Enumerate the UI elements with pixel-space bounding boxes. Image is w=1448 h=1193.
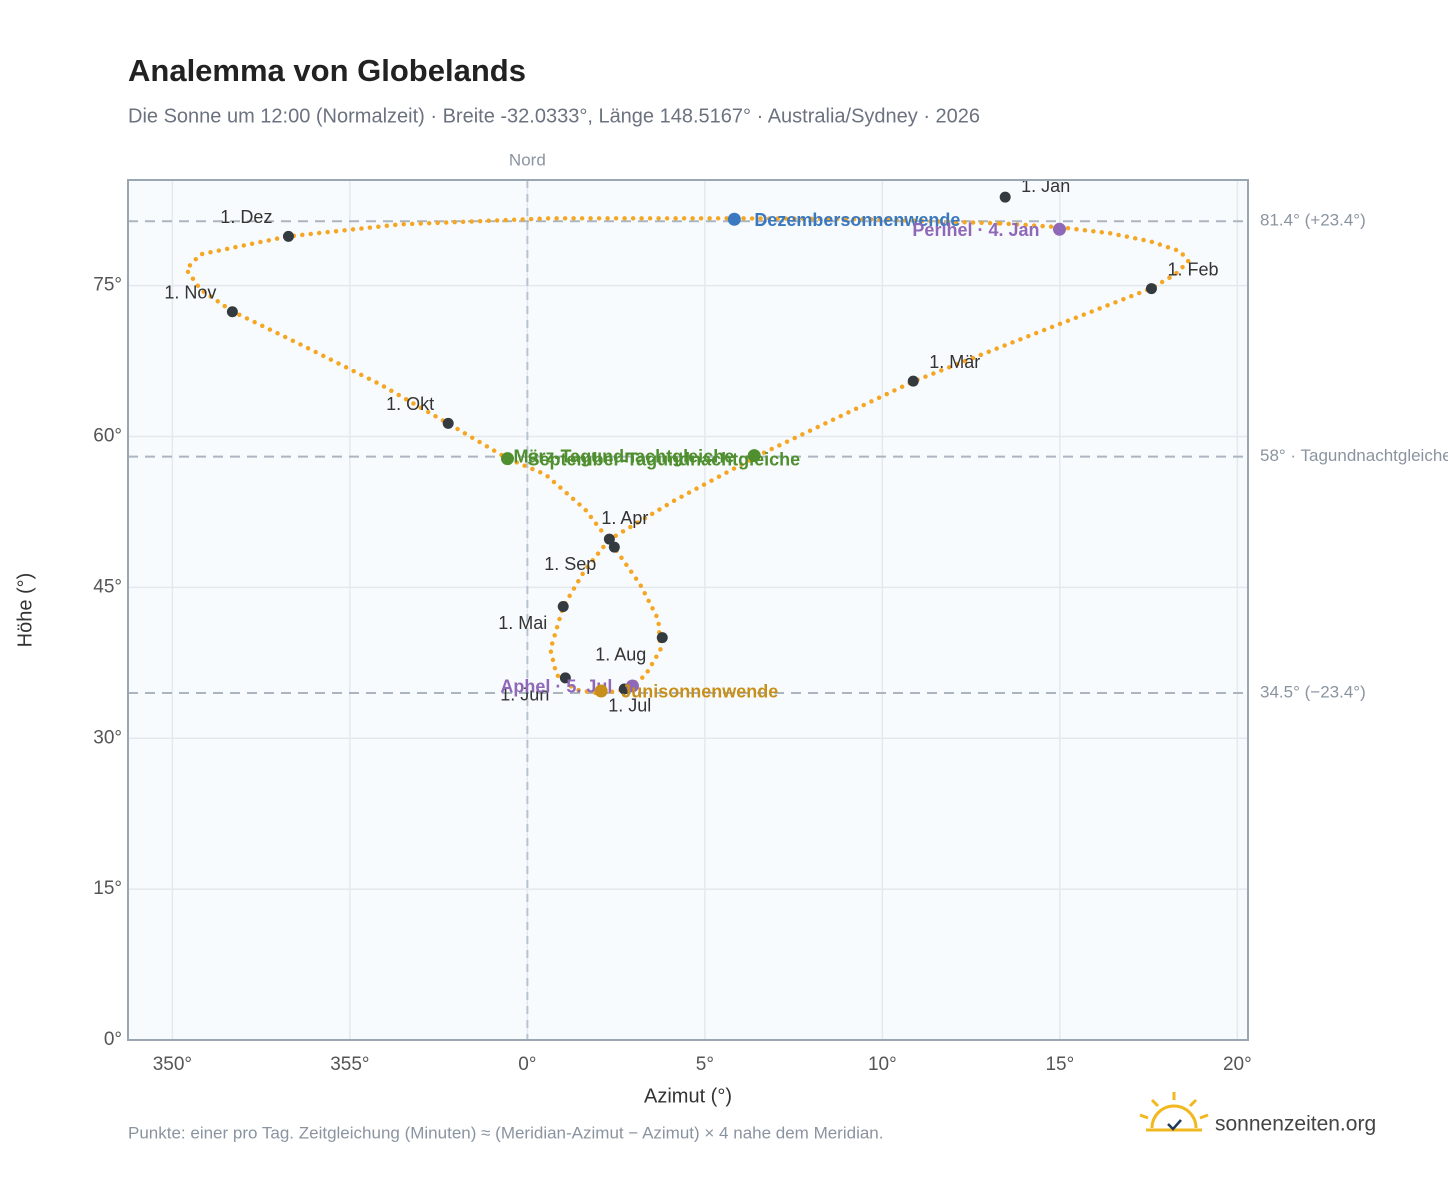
month-label: 1. Jun: [500, 685, 549, 705]
event-marker: [727, 212, 741, 226]
month-marker: [1145, 283, 1157, 295]
x-tick-label: 0°: [518, 1054, 536, 1075]
month-marker: [907, 375, 919, 387]
y-tick-label: 60°: [93, 426, 122, 447]
plot-background: [128, 180, 1248, 1040]
y-tick-label: 15°: [93, 878, 122, 899]
x-tick-label: 20°: [1223, 1054, 1252, 1075]
reference-label: 58° · Tagundnachtgleiche: [1260, 446, 1448, 465]
y-tick-label: 75°: [93, 275, 122, 296]
month-label: 1. Dez: [220, 207, 272, 227]
month-label: 1. Apr: [601, 508, 648, 528]
event-label: Perihel · 4. Jan: [912, 220, 1039, 240]
x-tick-label: 355°: [330, 1054, 369, 1075]
event-marker: [1052, 222, 1066, 236]
month-marker: [442, 417, 454, 429]
month-marker: [608, 541, 620, 553]
plot-layer: 1. Jan 1. Feb 1. Mär 1. Apr 1. Mai 1. Jun 1. J…: [128, 176, 1248, 1041]
event-label: März-Tagundnachtgleiche: [514, 446, 735, 466]
month-label: 1. Sep: [544, 554, 596, 574]
month-marker: [282, 230, 294, 242]
month-marker: [557, 600, 569, 612]
month-marker: [559, 672, 571, 684]
month-marker: [656, 632, 668, 644]
event-marker: [625, 679, 639, 693]
month-marker: [226, 306, 238, 318]
analemma-path: [183, 216, 1192, 696]
y-axis-title: Höhe (°): [14, 573, 36, 648]
event-marker: [747, 449, 761, 463]
month-label: 1. Mär: [929, 352, 980, 372]
event-label: Junisonnenwende: [621, 682, 778, 702]
y-tick-label: 45°: [93, 576, 122, 597]
x-tick-label: 10°: [868, 1054, 897, 1075]
brand: sonnenzeiten.org: [1215, 1113, 1376, 1136]
month-label: 1. Jan: [1021, 176, 1070, 196]
month-label: 1. Mai: [498, 613, 547, 633]
x-tick-label: 350°: [153, 1054, 192, 1075]
month-label: 1. Nov: [164, 283, 216, 303]
event-label: Aphel · 5. Jul: [500, 677, 612, 697]
chart-subtitle: Die Sonne um 12:00 (Normalzeit) · Breite…: [128, 105, 980, 127]
month-label: 1. Feb: [1167, 259, 1218, 279]
x-axis-title: Azimut (°): [644, 1085, 732, 1107]
month-marker: [999, 191, 1011, 203]
event-marker: [500, 452, 514, 466]
event-label: Dezembersonnenwende: [754, 210, 960, 230]
reference-label: 81.4° (+23.4°): [1260, 211, 1366, 230]
chart-title: Analemma von Globelands: [128, 53, 526, 88]
plot-border: [127, 179, 1249, 1041]
month-label: 1. Aug: [595, 644, 646, 664]
month-marker: [603, 533, 615, 545]
logo-sun: [1139, 1092, 1209, 1132]
month-label: 1. Jul: [608, 696, 651, 716]
month-label: 1. Okt: [386, 394, 434, 414]
reference-label: 34.5° (−23.4°): [1260, 682, 1366, 701]
x-tick-label: 15°: [1045, 1054, 1074, 1075]
meridian-label: Nord: [509, 150, 546, 169]
event-label: September-Tagundnachtgleiche: [527, 449, 800, 469]
x-tick-label: 5°: [696, 1054, 714, 1075]
y-tick-label: 30°: [93, 727, 122, 748]
y-tick-label: 0°: [104, 1029, 122, 1050]
event-marker: [594, 684, 608, 698]
footnote: Punkte: einer pro Tag. Zeitgleichung (Mi…: [128, 1123, 884, 1142]
